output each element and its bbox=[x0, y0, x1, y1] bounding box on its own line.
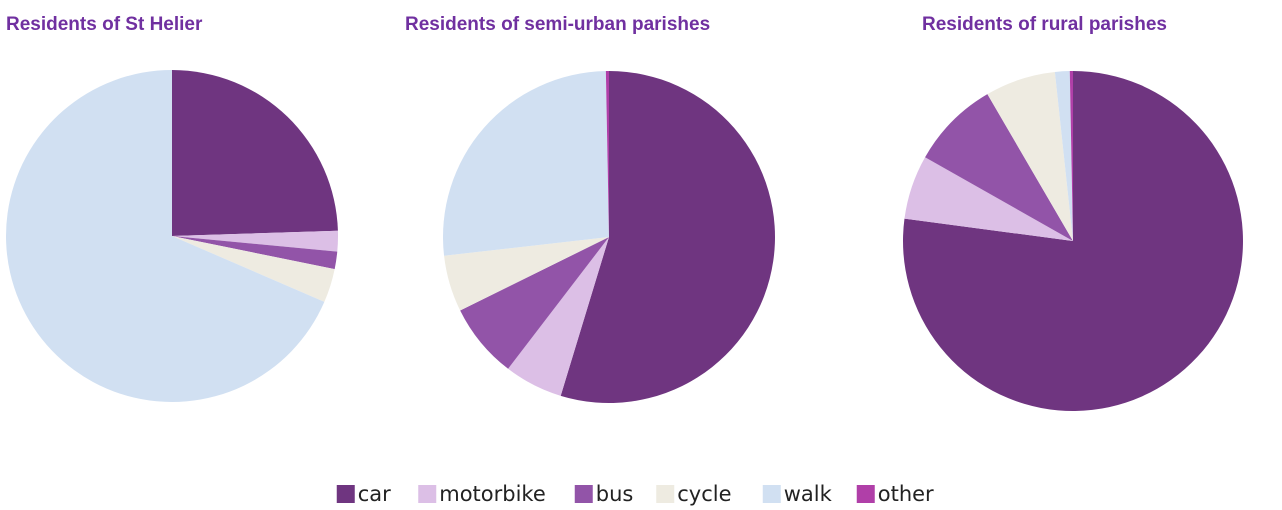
legend-label: bus bbox=[596, 482, 634, 506]
pie-slice bbox=[172, 236, 335, 302]
pie-slice bbox=[172, 70, 338, 236]
legend-label: walk bbox=[784, 482, 833, 506]
pie-slice bbox=[442, 71, 609, 256]
legend-label: motorbike bbox=[439, 482, 546, 506]
legend-swatch bbox=[656, 485, 675, 503]
pie-slice bbox=[460, 237, 609, 369]
legend-swatch bbox=[762, 485, 781, 503]
legend-swatch bbox=[418, 485, 437, 503]
legend-label: other bbox=[878, 482, 934, 506]
pie-slice bbox=[560, 71, 775, 403]
pie-slice bbox=[1054, 71, 1073, 241]
pie-slice bbox=[904, 157, 1073, 241]
pie-slice bbox=[605, 71, 609, 237]
legend-label: car bbox=[358, 482, 391, 506]
pie-slice bbox=[925, 94, 1073, 241]
pie-slice bbox=[5, 70, 325, 402]
pie-slice bbox=[444, 237, 609, 311]
pie-slice bbox=[508, 237, 609, 396]
pie-slice bbox=[172, 230, 338, 252]
legend-swatch bbox=[336, 485, 355, 503]
pie-slice bbox=[1069, 71, 1073, 241]
pie-slice bbox=[987, 71, 1073, 241]
chart-title: Residents of St Helier bbox=[6, 14, 203, 35]
chart-title: Residents of rural parishes bbox=[922, 14, 1167, 35]
chart-title: Residents of semi-urban parishes bbox=[405, 14, 710, 35]
legend-label: cycle bbox=[677, 482, 731, 506]
pie-slice bbox=[172, 236, 338, 270]
legend-swatch bbox=[574, 485, 593, 503]
legend-swatch bbox=[856, 485, 875, 503]
